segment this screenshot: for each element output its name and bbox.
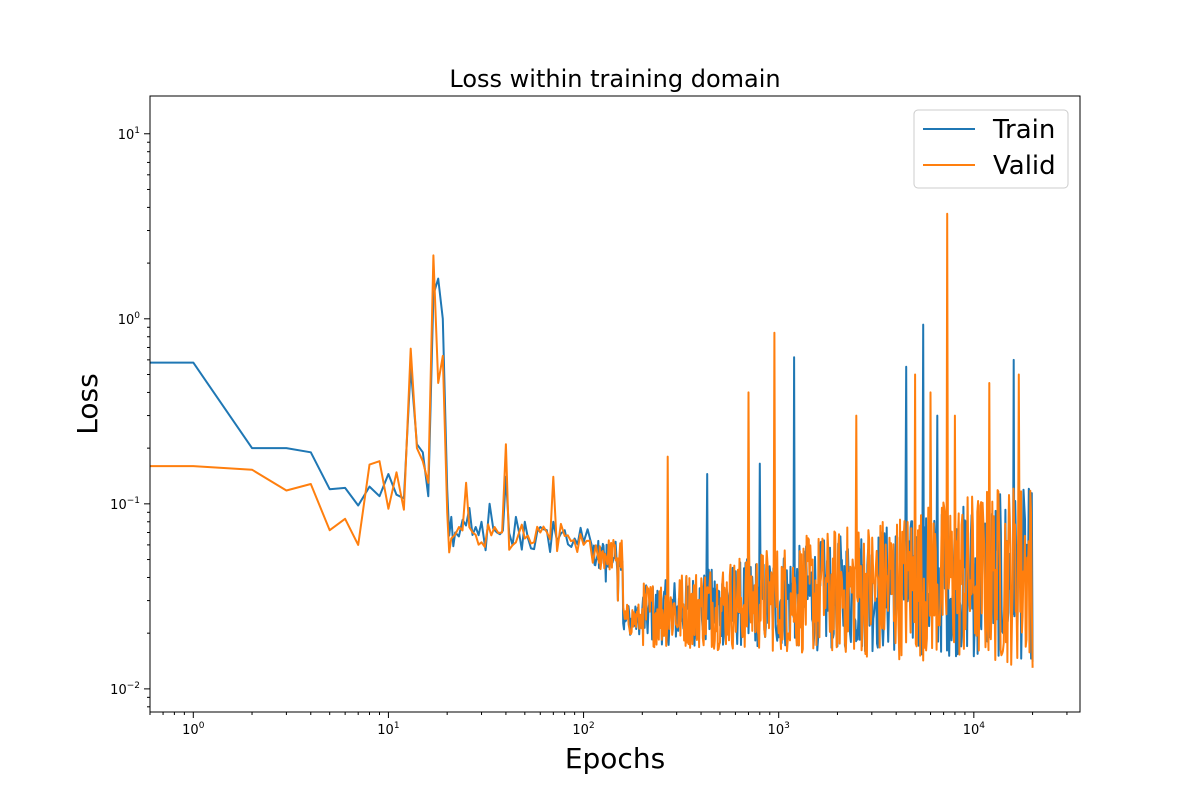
y-axis-label: Loss xyxy=(71,373,104,434)
y-tick-label: 100 xyxy=(118,311,141,328)
x-tick-label: 104 xyxy=(963,721,986,738)
chart-title: Loss within training domain xyxy=(449,65,780,93)
x-tick-label: 101 xyxy=(377,721,399,738)
y-tick-label: 101 xyxy=(118,126,140,143)
x-axis-ticks: 100 101 102 103 104 xyxy=(149,712,1068,738)
y-tick-label: 10−2 xyxy=(110,681,140,698)
legend-label-valid: Valid xyxy=(993,151,1056,181)
x-tick-label: 100 xyxy=(182,721,205,738)
plot-frame xyxy=(149,95,1081,713)
legend: Train Valid xyxy=(913,109,1069,189)
x-tick-label: 103 xyxy=(768,721,790,738)
x-tick-label: 102 xyxy=(572,721,594,738)
y-tick-label: 10−1 xyxy=(110,496,140,513)
x-axis-label: Epochs xyxy=(565,742,665,775)
y-axis-ticks: 10−2 10−1 100 101 xyxy=(110,126,150,708)
series-line-valid xyxy=(150,212,1034,668)
series-layer xyxy=(150,212,1034,668)
legend-label-train: Train xyxy=(992,115,1055,145)
